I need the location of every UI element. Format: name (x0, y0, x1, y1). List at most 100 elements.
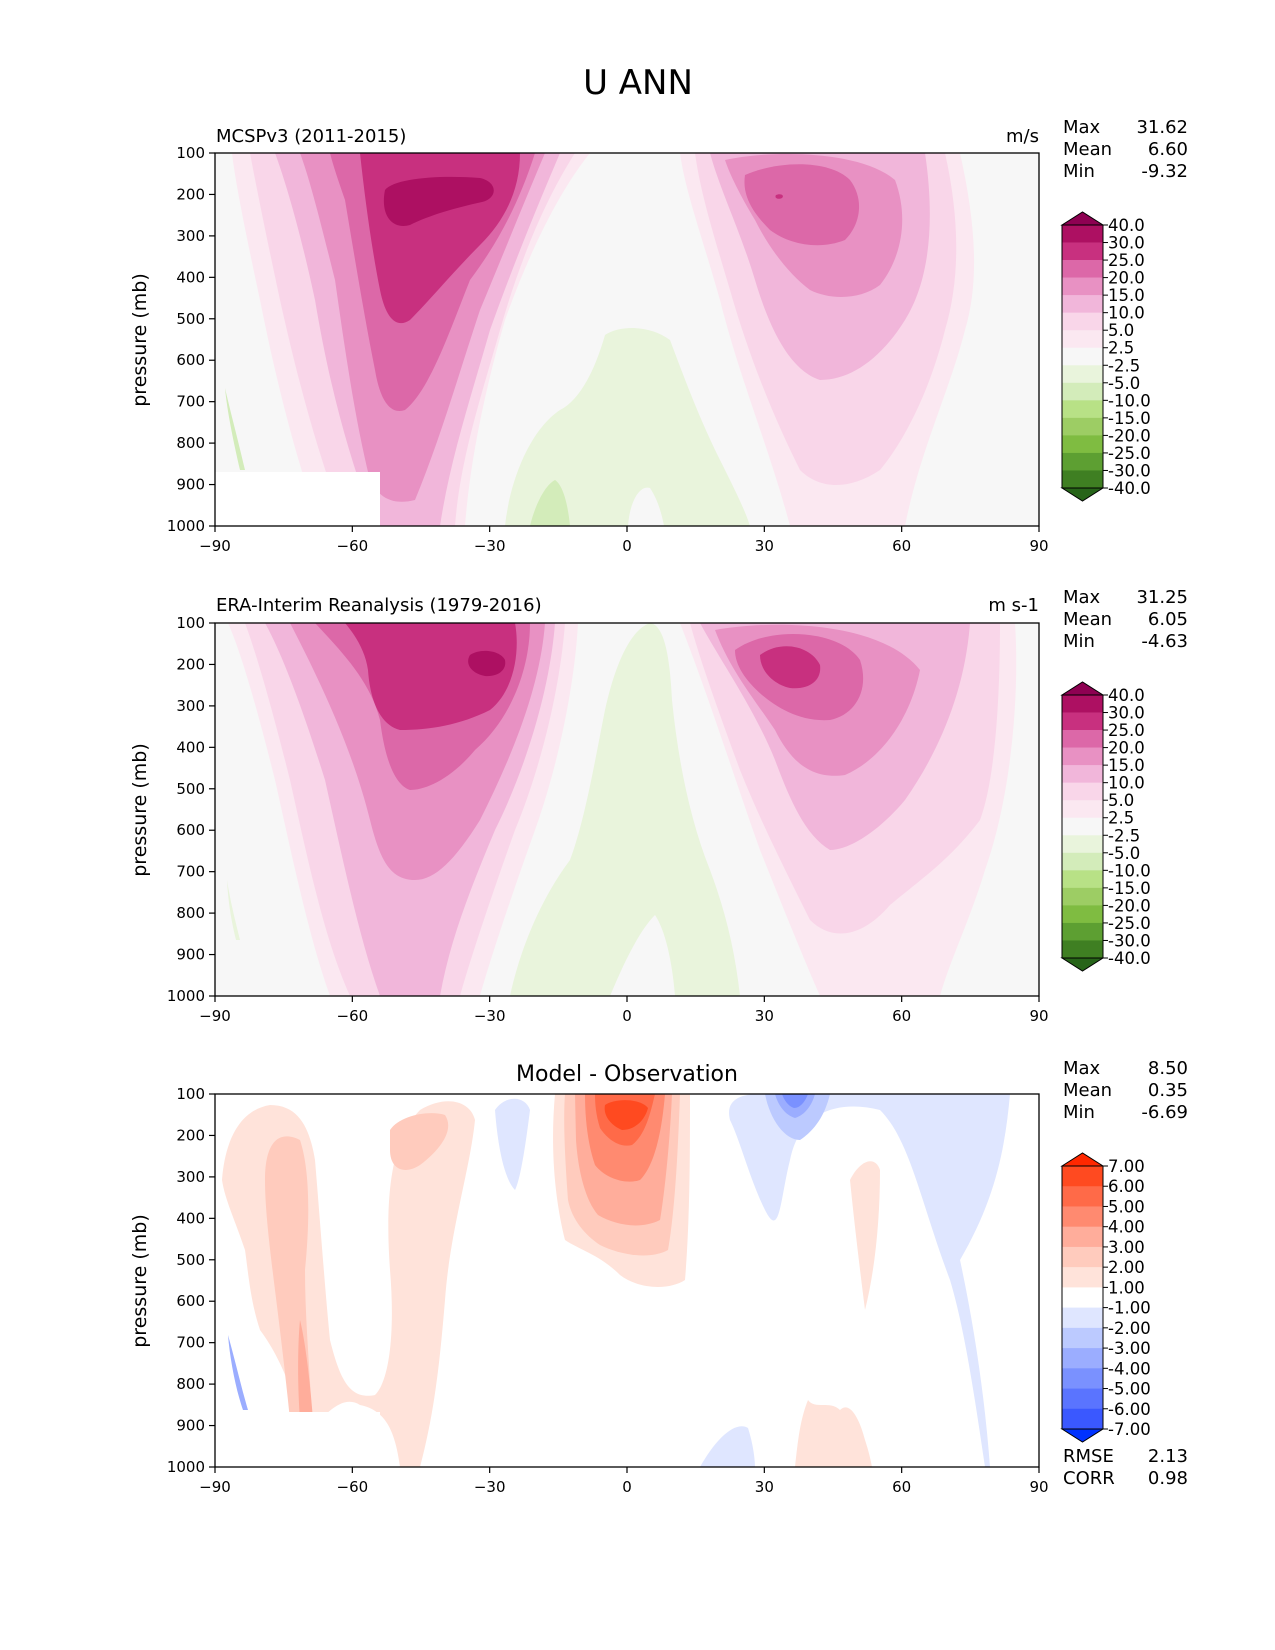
colorbar-extend-max (1060, 1152, 1105, 1167)
colorbar-tick-label: -2.5 (1108, 356, 1140, 375)
bottom-stats-block: RMSE 2.13 CORR 0.98 (1063, 1446, 1188, 1489)
colorbar-segment (1062, 1267, 1103, 1288)
colorbar-tick-label: -6.00 (1108, 1400, 1151, 1419)
colorbar-segment (1062, 382, 1103, 401)
x-tick-label: 0 (622, 1007, 632, 1025)
colorbar-tick-label: 20.0 (1108, 269, 1145, 288)
y-tick-label: 100 (176, 614, 205, 632)
colorbar-segment (1062, 835, 1103, 854)
colorbar-segment (1062, 1307, 1103, 1329)
panel-title-left: ERA-Interim Reanalysis (1979-2016) (216, 595, 542, 616)
contour-trop-neg5 (530, 480, 570, 526)
y-tick-label: 200 (176, 185, 205, 203)
colorbar-tick-label: 5.0 (1108, 791, 1134, 810)
colorbar-tick-label: 5.0 (1108, 321, 1134, 340)
contour-sh-30 (383, 176, 494, 226)
colorbar-tick-label: -5.0 (1108, 374, 1140, 393)
x-tick-label: 60 (892, 1478, 911, 1496)
colorbar-segment (1062, 1246, 1103, 1268)
stat-label: Min (1063, 631, 1095, 652)
colorbar-tick-label: -4.00 (1108, 1359, 1151, 1378)
y-tick-label: 300 (176, 1168, 205, 1186)
y-axis-observation: 100 200 300 400 500 600 700 800 900 1000 (167, 614, 215, 1005)
y-tick-label: 900 (176, 1417, 205, 1435)
y-axis-label: pressure (mb) (129, 743, 151, 877)
stats-block: Max 8.50 Mean 0.35 Min -6.69 (1063, 1058, 1188, 1123)
colorbar-tick-label: 30.0 (1108, 704, 1145, 723)
y-tick-label: 600 (176, 351, 205, 369)
colorbar-tick-label: 2.5 (1108, 809, 1134, 828)
colorbar-tick-label: 25.0 (1108, 721, 1145, 740)
x-tick-label: −90 (199, 537, 231, 555)
y-tick-label: 900 (176, 946, 205, 964)
colorbar-segment (1062, 330, 1103, 349)
y-tick-label: 400 (176, 1209, 205, 1227)
colorbar-extend-min (1060, 1428, 1105, 1443)
y-axis-model: 100 200 300 400 500 600 700 800 900 1000 (167, 144, 215, 535)
colorbar-tick-label: 7.00 (1108, 1157, 1145, 1176)
contour-neg-sp (228, 1335, 248, 1410)
y-tick-label: 400 (176, 268, 205, 286)
colorbar-segment (1062, 852, 1103, 871)
colorbar-extend-min (1060, 487, 1105, 502)
stat-label: Mean (1063, 1080, 1112, 1101)
panel-title-center: Model - Observation (516, 1062, 738, 1087)
x-tick-label: −30 (474, 537, 506, 555)
y-tick-label: 400 (176, 738, 205, 756)
colorbar-segment (1062, 312, 1103, 331)
contour-sh-30 (468, 650, 506, 677)
colorbar-segment (1062, 1368, 1103, 1389)
y-tick-label: 300 (176, 697, 205, 715)
stat-label: Max (1063, 1058, 1101, 1079)
colorbar-segment (1062, 747, 1103, 766)
stat-value: -4.63 (1141, 631, 1188, 652)
stat-value: 8.50 (1148, 1058, 1188, 1079)
stat-value: 6.05 (1148, 609, 1188, 630)
y-tick-label: 700 (176, 863, 205, 881)
contour-sp-green (225, 388, 245, 470)
colorbar-segment (1062, 870, 1103, 889)
colorbar-extend-max (1060, 681, 1105, 696)
y-tick-label: 500 (176, 1251, 205, 1269)
contour-pos-2-mid (390, 1113, 449, 1170)
colorbar-segment (1062, 695, 1103, 713)
contour-neg-1-tropw (495, 1098, 530, 1190)
colorbar-segment (1062, 225, 1103, 243)
contour-pos-3-sh (298, 1320, 313, 1420)
colorbar-tick-label: 15.0 (1108, 286, 1145, 305)
colorbar-tick-label: -40.0 (1108, 479, 1151, 498)
x-tick-label: −90 (199, 1478, 231, 1496)
colorbar-tick-label: 2.00 (1108, 1258, 1145, 1277)
y-tick-label: 700 (176, 393, 205, 411)
x-tick-label: 30 (755, 1478, 774, 1496)
contour-pos-1-nh-low (795, 1400, 872, 1467)
colorbar-tick-label: -2.00 (1108, 1319, 1151, 1338)
colorbar-segment (1062, 1166, 1103, 1187)
colorbar-frame (1061, 1165, 1104, 1430)
colorbar-tick-label: -5.0 (1108, 844, 1140, 863)
colorbar-tick-label: 1.00 (1108, 1278, 1145, 1297)
stats-block: Max 31.25 Mean 6.05 Min -4.63 (1063, 587, 1188, 652)
stat-value: 6.60 (1148, 139, 1188, 160)
y-tick-label: 600 (176, 821, 205, 839)
y-axis-label: pressure (mb) (129, 273, 151, 407)
colorbar-segment (1062, 295, 1103, 313)
colorbar-segment (1062, 1287, 1103, 1308)
colorbar-tick-label: -2.5 (1108, 826, 1140, 845)
colorbar-tick-label: 5.00 (1108, 1197, 1145, 1216)
colorbar-tick-label: -5.00 (1108, 1380, 1151, 1399)
x-tick-label: −30 (474, 1478, 506, 1496)
colorbar-segment (1062, 905, 1103, 924)
x-tick-label: −60 (337, 537, 369, 555)
y-tick-label: 100 (176, 1085, 205, 1103)
contour-neg-1-bottom (700, 1426, 755, 1467)
y-tick-label: 1000 (167, 987, 205, 1005)
stat-value: 31.62 (1136, 117, 1188, 138)
figure-title: U ANN (583, 63, 693, 103)
colorbar-tick-label: -25.0 (1108, 444, 1151, 463)
contour-trop-neg2p5 (505, 328, 750, 526)
colorbar-segment (1062, 277, 1103, 296)
panel-title-left: MCSPv3 (2011-2015) (216, 126, 406, 147)
x-tick-label: 90 (1029, 1478, 1048, 1496)
